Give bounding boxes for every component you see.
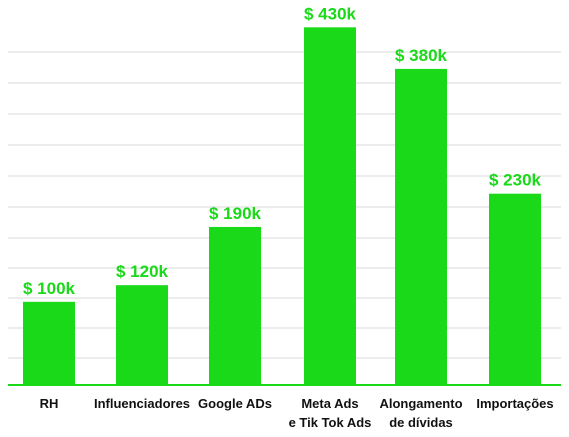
category-label-5-line-1: Alongamento — [379, 396, 462, 411]
category-label-6-line-1: Importações — [476, 396, 553, 411]
value-label-4: $ 430k — [304, 4, 357, 23]
category-label-4: Meta Ads e Tik Tok Ads — [289, 396, 372, 430]
category-label-6: Importações — [476, 396, 553, 411]
category-label-2-line-1: Influenciadores — [94, 396, 190, 411]
category-label-4-line-1: Meta Ads — [301, 396, 358, 411]
value-label-2: $ 120k — [116, 262, 169, 281]
bar-6 — [489, 193, 541, 385]
category-label-1-line-1: RH — [40, 396, 59, 411]
gridlines — [8, 51, 561, 386]
value-label-1: $ 100k — [23, 279, 76, 298]
bar-4 — [304, 27, 356, 386]
labels: $ 100k RH $ 120k Influenciadores $ 190k Googl… — [23, 4, 554, 430]
bar-1 — [23, 301, 75, 385]
bar-2 — [116, 285, 168, 385]
category-label-5: Alongamento de dívidas — [379, 396, 462, 430]
value-label-3: $ 190k — [209, 204, 262, 223]
bar-5 — [395, 68, 447, 385]
category-label-5-line-2: de dívidas — [389, 415, 453, 430]
bars — [23, 27, 541, 386]
category-label-1: RH — [40, 396, 59, 411]
value-label-5: $ 380k — [395, 46, 448, 65]
category-label-2: Influenciadores — [94, 396, 190, 411]
category-label-4-line-2: e Tik Tok Ads — [289, 415, 372, 430]
category-label-3-line-1: Google ADs — [198, 396, 272, 411]
bar-3 — [209, 226, 261, 385]
value-label-6: $ 230k — [489, 171, 542, 190]
category-label-3: Google ADs — [198, 396, 272, 411]
